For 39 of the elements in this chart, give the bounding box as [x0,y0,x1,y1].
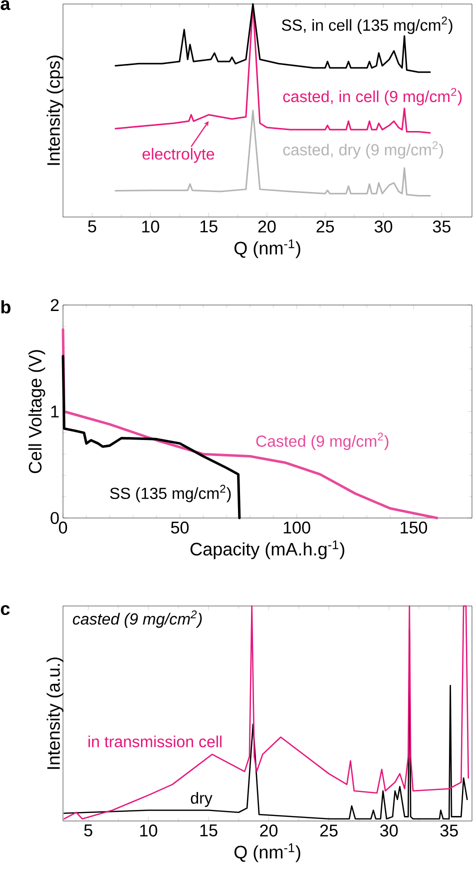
x-tick-label: 30 [380,824,398,837]
x-tick-label: 20 [260,824,278,837]
y-axis-title: Intensity (a.u.) [46,658,64,769]
x-tick-label: 10 [142,220,160,233]
chart-title: b [1,300,10,314]
x-tick-label: 35 [440,824,458,837]
x-tick-label: 20 [258,220,276,233]
y-axis-title: Cell Voltage (V) [28,350,46,474]
chart-title: a [0,0,10,10]
annotation: casted (9 mg/cm$^{2}$) [72,610,202,628]
x-axis-title: Q (nm$^{-1}$) [234,843,300,862]
x-tick-label: 35 [432,220,450,233]
series-label: in transmission cell [88,736,222,748]
y-tick-label: 0 [50,512,59,524]
x-tick-label: 150 [400,522,428,534]
series-label: SS, in cell (135 mg/cm$^{2}$) [282,16,452,34]
x-tick-label: 50 [171,522,189,534]
x-tick-label: 25 [316,220,334,233]
x-tick-label: 30 [374,220,392,233]
annotation: electrolyte [142,148,214,163]
series-label: dry [190,792,212,807]
x-tick-label: 100 [284,522,310,534]
x-tick-label: 15 [200,220,218,232]
series-label: Casted (9 mg/cm$^{2}$) [256,432,388,450]
x-tick-label: 0 [58,522,68,534]
series-label: SS (135 mg/cm$^{2}$) [110,484,231,502]
x-tick-label: 15 [200,824,218,836]
x-tick-label: 5 [88,220,96,232]
y-tick-label: 2 [50,299,59,311]
x-tick-label: 10 [140,824,158,837]
x-axis-title: Capacity (mA.h.g$^{-1}$) [190,540,344,560]
x-tick-label: 5 [84,824,92,836]
y-axis-title: Intensity (cps) [46,56,64,165]
series-label: casted, dry (9 mg/cm$^{2}$) [283,141,443,159]
series-label: casted, in cell (9 mg/cm$^{2}$) [283,88,462,106]
chart-title: c [0,605,10,616]
y-tick-label: 1 [51,406,59,418]
x-axis-title: Q (nm$^{-1}$) [234,239,300,258]
x-tick-label: 25 [320,824,338,837]
